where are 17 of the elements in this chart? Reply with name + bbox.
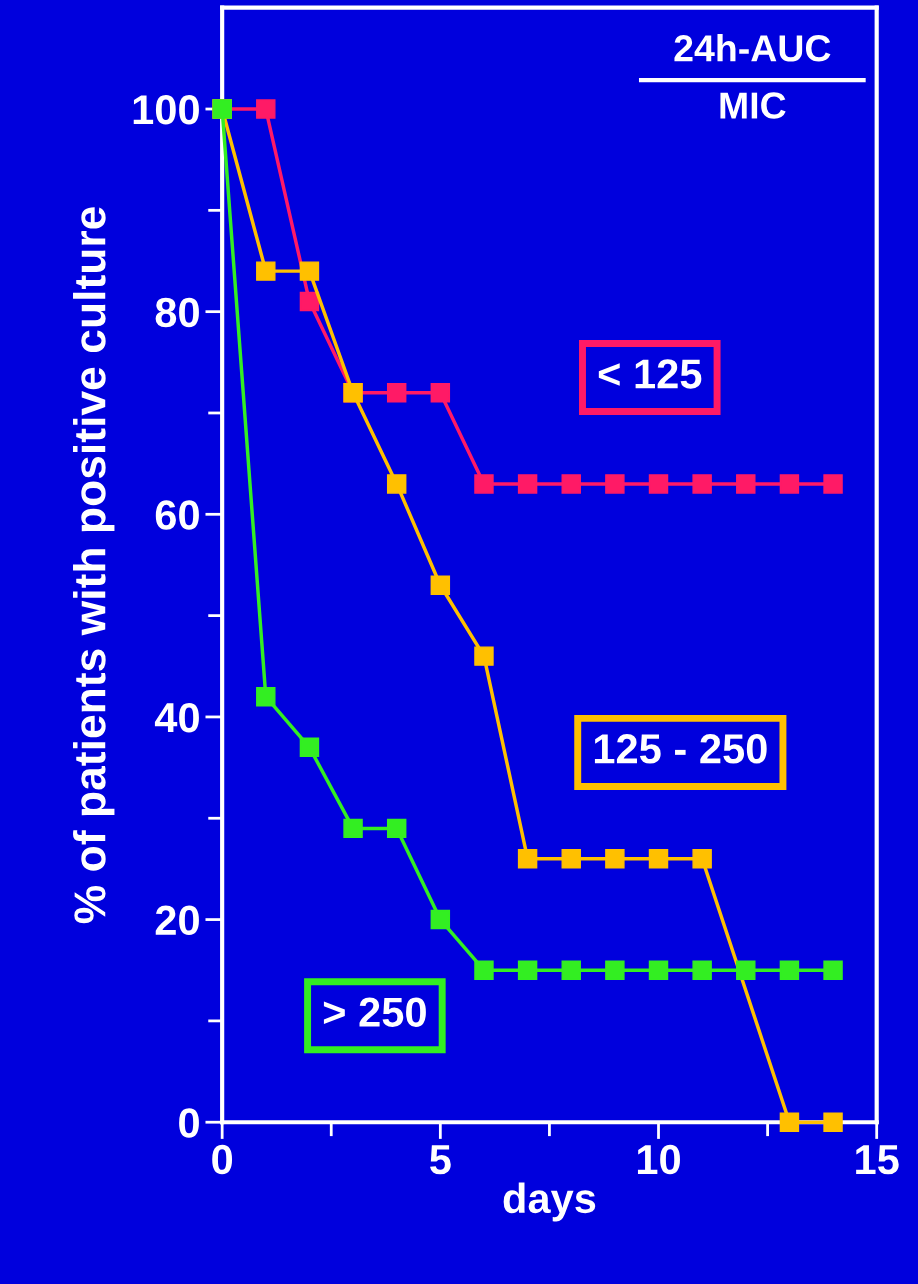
- y-axis-title: % of patients with positive culture: [73, 207, 115, 924]
- text: < 125: [598, 359, 702, 389]
- y-tick-label: 40: [154, 702, 199, 733]
- series-label: > 250: [323, 997, 426, 1028]
- y-tick-label: 0: [179, 1108, 199, 1138]
- y-tick-label: 80: [155, 297, 199, 328]
- x-tick-label: 15: [856, 1145, 899, 1175]
- annotation: 24h-AUC: [674, 34, 831, 62]
- y-tick-label: 60: [155, 500, 199, 530]
- x-tick-label: 5: [430, 1145, 451, 1175]
- text: 125 - 250: [594, 734, 767, 764]
- y-tick-label: 100: [133, 95, 199, 125]
- annotation: MIC: [720, 92, 786, 119]
- x-axis-title: days: [503, 1182, 596, 1222]
- x-tick-label: 0: [212, 1144, 233, 1175]
- x-tick-label: 10: [637, 1144, 680, 1175]
- y-tick-label: 20: [155, 905, 199, 936]
